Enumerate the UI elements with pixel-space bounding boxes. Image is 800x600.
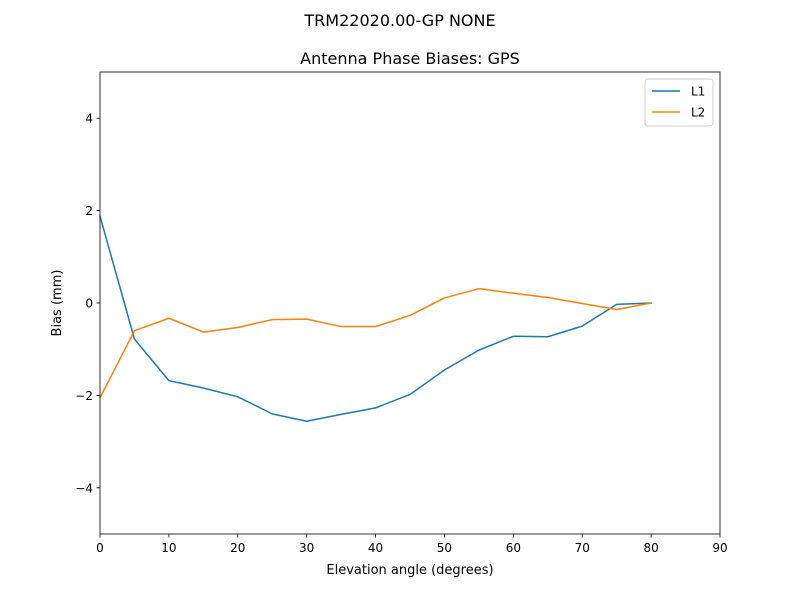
x-tick-label: 50 xyxy=(437,541,452,555)
plot-area: 0 10 20 30 40 50 60 70 80 90 −4 −2 0 2 4 xyxy=(75,71,728,555)
figure-suptitle: TRM22020.00-GP NONE xyxy=(303,11,495,30)
x-tick-label: 40 xyxy=(368,541,383,555)
chart-title: Antenna Phase Biases: GPS xyxy=(300,49,520,68)
x-tick-label: 20 xyxy=(230,541,245,555)
y-tick-label: −2 xyxy=(75,389,93,403)
x-tick-label: 10 xyxy=(161,541,176,555)
x-tick-label: 70 xyxy=(575,541,590,555)
x-tick-label: 60 xyxy=(506,541,521,555)
x-tick-label: 30 xyxy=(299,541,314,555)
series-line-l1 xyxy=(99,215,652,423)
y-tick-label: 0 xyxy=(85,297,93,311)
legend-label-l1: L1 xyxy=(691,85,705,99)
y-tick-label: 4 xyxy=(85,112,93,126)
x-tick-label: 80 xyxy=(643,541,658,555)
legend: L1 L2 xyxy=(644,78,714,127)
series-line-l2 xyxy=(98,287,652,399)
y-tick-label: −4 xyxy=(75,481,93,495)
x-tick-label: 0 xyxy=(96,541,104,555)
y-axis-label: Bias (mm) xyxy=(50,270,65,337)
axes-frame xyxy=(99,71,721,535)
y-tick-label: 2 xyxy=(85,204,93,218)
x-axis-label: Elevation angle (degrees) xyxy=(326,563,493,578)
legend-label-l2: L2 xyxy=(691,106,705,120)
x-tick-label: 90 xyxy=(712,541,727,555)
